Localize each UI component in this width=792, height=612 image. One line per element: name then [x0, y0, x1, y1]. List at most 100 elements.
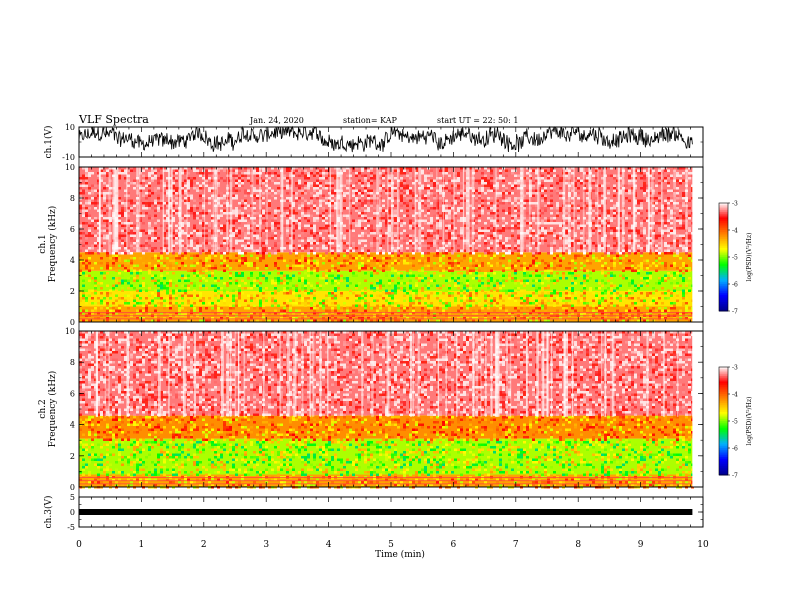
ch1-spectrogram-cell — [454, 214, 457, 217]
ch1-spectrogram-cell — [235, 239, 238, 242]
ch1-spectrogram-cell — [133, 257, 136, 260]
ch1-spectrogram-cell — [475, 229, 478, 232]
ch1-spectrogram-cell — [358, 294, 361, 297]
ch1-spectrogram-cell — [523, 269, 526, 272]
ch1-spectrogram-cell — [121, 274, 124, 277]
ch1-spectrogram-cell — [538, 262, 541, 265]
ch1-spectrogram-cell — [262, 217, 265, 220]
ch1-spectrogram-cell — [355, 207, 358, 210]
ch1-spectrogram-cell — [88, 289, 91, 292]
ch1-spectrogram-cell — [229, 267, 232, 270]
ch1-spectrogram-cell — [262, 202, 265, 205]
ch1-spectrogram-cell — [499, 242, 502, 245]
ch1-spectrogram-cell — [100, 244, 103, 247]
ch1-spectrogram-cell — [238, 292, 241, 295]
ch1-spectrogram-cell — [145, 297, 148, 300]
ch1-spectrogram-cell — [229, 272, 232, 275]
ch1-spectrogram-cell — [187, 187, 190, 190]
ch1-spectrogram-cell — [484, 274, 487, 277]
ch1-spectrogram-cell — [298, 264, 301, 267]
ch1-spectrogram-cell — [532, 229, 535, 232]
ch1-spectrogram-cell — [214, 284, 217, 287]
ch1-spectrogram-cell — [208, 317, 211, 320]
ch1-spectrogram-cell — [385, 189, 388, 192]
ch1-spectrogram-cell — [322, 177, 325, 180]
ch1-spectrogram-cell — [544, 307, 547, 310]
ch1-spectrogram-cell — [373, 212, 376, 215]
ch1-spectrogram-cell — [373, 204, 376, 207]
ch1-spectrogram-cell — [163, 227, 166, 230]
ch1-spectrogram-cell — [250, 229, 253, 232]
ch1-spectrogram-cell — [328, 239, 331, 242]
ch1-spectrogram-cell — [499, 197, 502, 200]
ch1-spectrogram-cell — [304, 282, 307, 285]
ch1-spectrogram-cell — [235, 174, 238, 177]
ch1-spectrogram-cell — [220, 252, 223, 255]
ch1-spectrogram-cell — [241, 272, 244, 275]
ch1-spectrogram-cell — [130, 277, 133, 280]
ch1-spectrogram-cell — [430, 302, 433, 305]
ch1-spectrogram-cell — [118, 202, 121, 205]
ch1-spectrogram-cell — [157, 294, 160, 297]
ch1-spectrogram-cell — [448, 227, 451, 230]
ch1-spectrogram-cell — [364, 167, 367, 170]
ch1-spectrogram-cell — [127, 259, 130, 262]
ch1-spectrogram-cell — [388, 197, 391, 200]
ch1-spectrogram-cell — [403, 309, 406, 312]
ch1-spectrogram-cell — [283, 287, 286, 290]
ch1-spectrogram-cell — [79, 269, 82, 272]
ch1-spectrogram-cell — [199, 172, 202, 175]
ch1-spectrogram-cell — [136, 204, 139, 207]
ch1-spectrogram-cell — [139, 272, 142, 275]
ch1-spectrogram-cell — [352, 187, 355, 190]
ch1-spectrogram-cell — [238, 182, 241, 185]
ch1-spectrogram-cell — [115, 252, 118, 255]
ch1-spectrogram-cell — [388, 217, 391, 220]
ch1-spectrogram-cell — [286, 292, 289, 295]
ch1-spectrogram-cell — [196, 247, 199, 250]
ch1-spectrogram-cell — [382, 174, 385, 177]
ch1-spectrogram-cell — [358, 167, 361, 170]
ch1-spectrogram-cell — [184, 284, 187, 287]
ch1-spectrogram-cell — [331, 309, 334, 312]
ch1-spectrogram-cell — [376, 259, 379, 262]
ch1-spectrogram-cell — [97, 242, 100, 245]
ch1-spectrogram-cell — [415, 177, 418, 180]
ch1-spectrogram-cell — [532, 309, 535, 312]
ch1-spectrogram-cell — [457, 202, 460, 205]
ch1-spectrogram-cell — [193, 294, 196, 297]
ch1-spectrogram-cell — [460, 229, 463, 232]
ch1-spectrogram-cell — [232, 232, 235, 235]
ch1-spectrogram-cell — [547, 187, 550, 190]
ch1-spectrogram-cell — [361, 212, 364, 215]
ch1-spectrogram-cell — [346, 262, 349, 265]
ch1-spectrogram-cell — [283, 302, 286, 305]
ch1-spectrogram-cell — [475, 272, 478, 275]
ch1-spectrogram-cell — [550, 232, 553, 235]
ch1-spectrogram-cell — [175, 284, 178, 287]
ch1-spectrogram-cell — [148, 317, 151, 320]
ch1-spectrogram-cell — [172, 209, 175, 212]
ch1-spectrogram-cell — [526, 229, 529, 232]
ch1-spectrogram-cell — [502, 194, 505, 197]
ch1-spectrogram-cell — [319, 234, 322, 237]
ch1-spectrogram-cell — [91, 189, 94, 192]
ch1-spectrogram-cell — [124, 279, 127, 282]
ch1-spectrogram-cell — [130, 224, 133, 227]
ch1-spectrogram-cell — [298, 244, 301, 247]
ch1-spectrogram-cell — [475, 292, 478, 295]
ch1-spectrogram-cell — [307, 262, 310, 265]
ch1-spectrogram-cell — [133, 182, 136, 185]
ch1-spectrogram-cell — [430, 237, 433, 240]
ch1-spectrogram-cell — [481, 207, 484, 210]
ch1-spectrogram-cell — [385, 274, 388, 277]
ch1-spectrogram-cell — [94, 309, 97, 312]
ch1-spectrogram-cell — [484, 177, 487, 180]
ch1-spectrogram-cell — [328, 242, 331, 245]
ch1-spectrogram-cell — [184, 179, 187, 182]
ch1-spectrogram-cell — [541, 184, 544, 187]
ch1-spectrogram-cell — [535, 244, 538, 247]
ch1-spectrogram-cell — [526, 312, 529, 315]
ch1-spectrogram-cell — [382, 234, 385, 237]
ch1-spectrogram-cell — [241, 319, 244, 322]
